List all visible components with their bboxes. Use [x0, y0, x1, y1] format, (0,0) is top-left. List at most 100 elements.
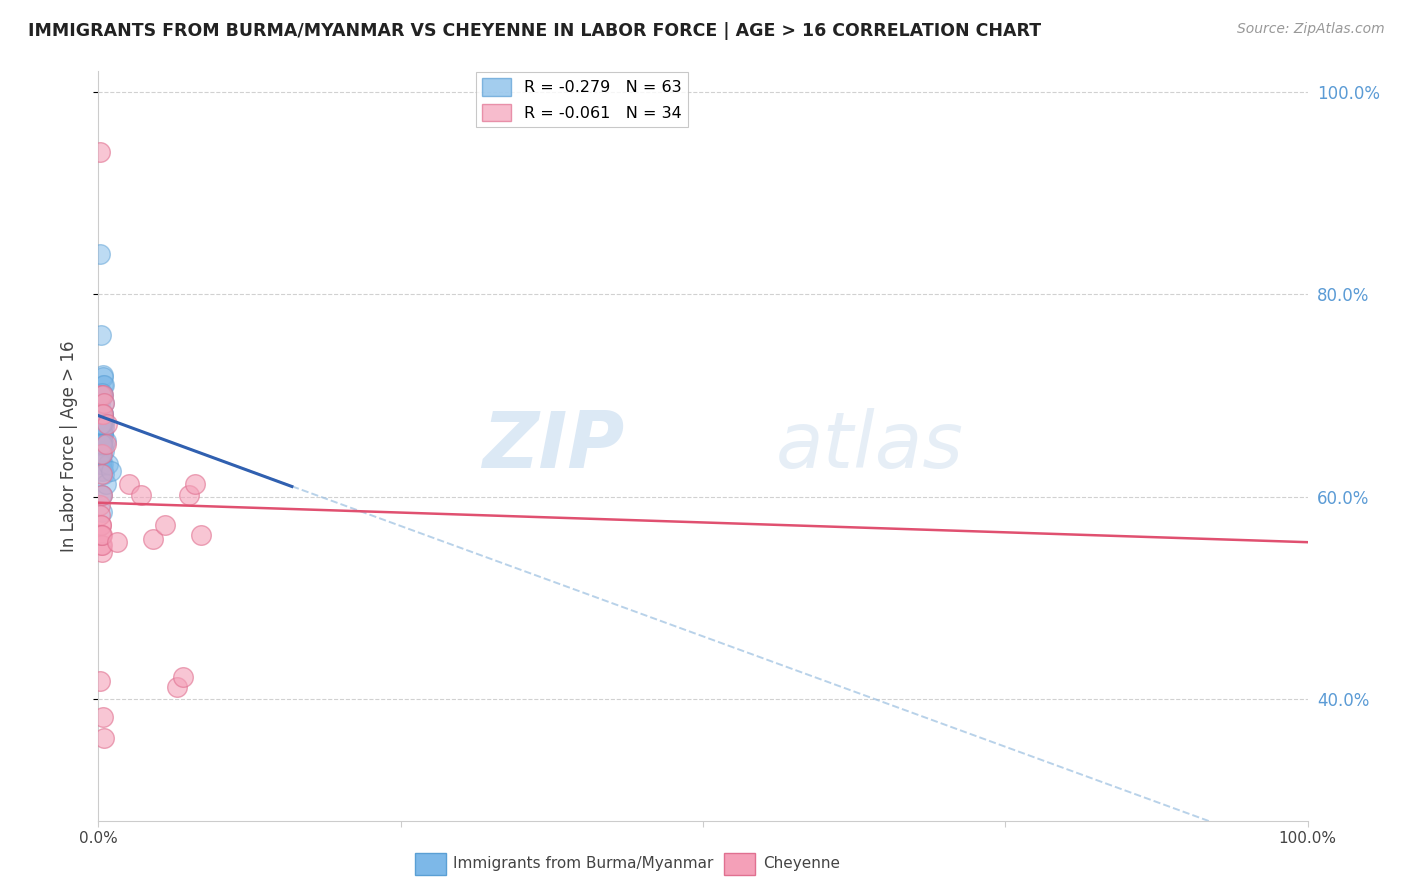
Point — [91, 437, 114, 451]
Bar — [724, 853, 755, 875]
Point — [118, 477, 141, 491]
Point — [89, 508, 111, 522]
Point — [89, 145, 111, 160]
Point — [89, 417, 111, 431]
Point — [91, 487, 114, 501]
Point — [179, 487, 201, 501]
Point — [93, 396, 115, 410]
Point — [91, 545, 114, 559]
Text: Immigrants from Burma/Myanmar: Immigrants from Burma/Myanmar — [453, 856, 713, 871]
Point — [91, 434, 114, 448]
Point — [89, 403, 111, 417]
Point — [91, 437, 114, 451]
Point — [91, 464, 114, 478]
Point — [91, 388, 114, 402]
Point — [90, 417, 112, 431]
Point — [91, 410, 114, 425]
Point — [153, 518, 176, 533]
Point — [90, 426, 112, 441]
Point — [90, 457, 112, 471]
Point — [91, 434, 114, 448]
Point — [91, 388, 114, 402]
Point — [166, 680, 188, 694]
Point — [93, 417, 115, 431]
Point — [90, 327, 112, 342]
Point — [91, 370, 114, 384]
Point — [91, 464, 114, 478]
Point — [90, 409, 112, 423]
Point — [91, 528, 114, 542]
Text: Source: ZipAtlas.com: Source: ZipAtlas.com — [1237, 22, 1385, 37]
Point — [91, 407, 114, 421]
Point — [90, 388, 112, 402]
Point — [91, 388, 114, 402]
Point — [90, 444, 112, 458]
Point — [91, 407, 114, 421]
Point — [172, 670, 194, 684]
Point — [97, 457, 120, 471]
Text: Cheyenne: Cheyenne — [763, 856, 841, 871]
Point — [89, 396, 111, 410]
Point — [90, 437, 112, 451]
Point — [89, 673, 111, 688]
Point — [90, 424, 112, 438]
Point — [90, 447, 112, 461]
Point — [91, 407, 114, 421]
Point — [91, 426, 114, 441]
Point — [190, 528, 212, 542]
Point — [91, 418, 114, 433]
Point — [91, 426, 114, 441]
Point — [91, 426, 114, 441]
Point — [91, 407, 114, 421]
Point — [93, 437, 115, 451]
Point — [91, 417, 114, 431]
Point — [129, 487, 152, 501]
Point — [91, 487, 114, 501]
Point — [93, 444, 115, 458]
Point — [90, 457, 112, 471]
Point — [90, 417, 112, 431]
Point — [90, 518, 112, 533]
Text: ZIP: ZIP — [482, 408, 624, 484]
Point — [90, 528, 112, 542]
Point — [90, 447, 112, 461]
Point — [89, 246, 111, 260]
Y-axis label: In Labor Force | Age > 16: In Labor Force | Age > 16 — [59, 340, 77, 552]
Point — [91, 410, 114, 425]
Point — [91, 447, 114, 461]
Point — [91, 417, 114, 431]
Point — [94, 437, 117, 451]
Point — [105, 535, 128, 549]
Point — [91, 441, 114, 455]
Point — [93, 421, 115, 435]
Point — [90, 457, 112, 471]
Point — [90, 487, 112, 501]
Point — [91, 386, 114, 401]
Bar — [415, 853, 446, 875]
Point — [91, 407, 114, 421]
Legend: R = -0.279   N = 63, R = -0.061   N = 34: R = -0.279 N = 63, R = -0.061 N = 34 — [477, 72, 688, 128]
Point — [184, 477, 207, 491]
Point — [90, 447, 112, 461]
Point — [91, 457, 114, 471]
Point — [91, 505, 114, 519]
Point — [96, 417, 118, 431]
Point — [100, 464, 122, 478]
Point — [90, 528, 112, 542]
Point — [91, 388, 114, 402]
Point — [91, 378, 114, 392]
Text: IMMIGRANTS FROM BURMA/MYANMAR VS CHEYENNE IN LABOR FORCE | AGE > 16 CORRELATION : IMMIGRANTS FROM BURMA/MYANMAR VS CHEYENN… — [28, 22, 1042, 40]
Point — [90, 437, 112, 451]
Point — [91, 710, 114, 724]
Point — [93, 414, 115, 428]
Point — [90, 454, 112, 468]
Point — [91, 538, 114, 552]
Point — [94, 434, 117, 448]
Point — [89, 498, 111, 512]
Point — [90, 518, 112, 533]
Point — [91, 467, 114, 482]
Point — [142, 532, 165, 546]
Point — [94, 477, 117, 491]
Point — [93, 731, 115, 745]
Point — [90, 434, 112, 448]
